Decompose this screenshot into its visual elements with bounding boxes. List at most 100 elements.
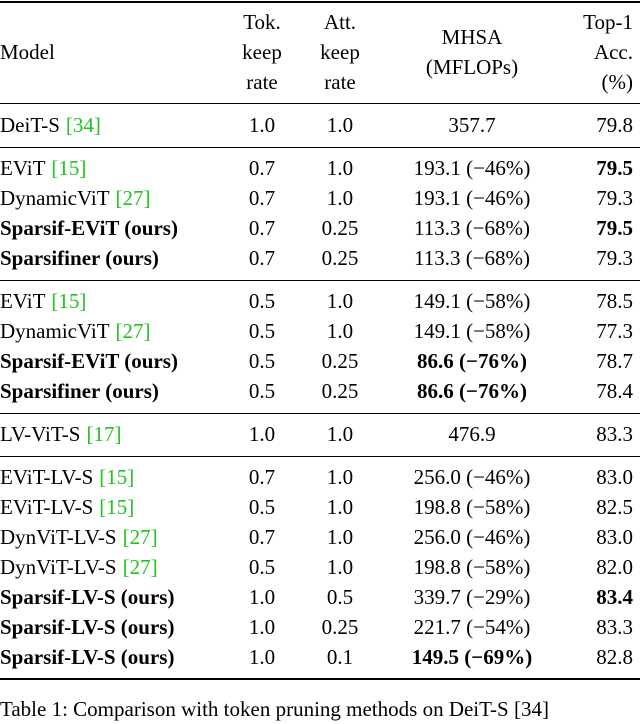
att-cell: 1.0 <box>326 156 354 180</box>
acc-cell: 78.7 <box>596 349 633 373</box>
header-cell: Tok. <box>243 10 281 34</box>
acc-cell: 83.3 <box>596 615 633 639</box>
model-cell: Sparsif-LV-S (ours) <box>0 642 174 672</box>
citation: [34] <box>65 113 101 137</box>
model-cell: EViT-LV-S [15] <box>0 492 134 522</box>
header-cell: Top-1 <box>583 10 633 34</box>
header-cell: (%) <box>601 70 633 94</box>
tok-cell: 0.5 <box>248 319 276 343</box>
mhsa-cell: 193.1 (−46%) <box>413 186 531 210</box>
acc-cell: 78.4 <box>596 379 633 403</box>
acc-cell: 83.0 <box>596 525 633 549</box>
model-name: Sparsif-EViT (ours) <box>0 349 178 373</box>
att-cell: 1.0 <box>326 113 354 137</box>
model-name: DynamicViT <box>0 319 110 343</box>
tok-cell: 1.0 <box>248 645 276 669</box>
model-cell: Sparsif-LV-S (ours) <box>0 612 174 642</box>
model-name: EViT <box>0 289 46 313</box>
mhsa-cell: 149.1 (−58%) <box>413 319 531 343</box>
mhsa-cell: 149.5 (−69%) <box>411 645 533 669</box>
acc-cell: 79.8 <box>596 113 633 137</box>
mhsa-cell: 221.7 (−54%) <box>413 615 531 639</box>
model-name: DynViT-LV-S <box>0 525 117 549</box>
att-cell: 0.25 <box>321 216 359 240</box>
mhsa-cell: 86.6 (−76%) <box>417 349 527 373</box>
att-cell: 1.0 <box>326 525 354 549</box>
citation: [27] <box>122 525 158 549</box>
header-cell: rate <box>324 70 356 94</box>
header-cell: keep <box>242 40 282 64</box>
att-cell: 1.0 <box>326 422 354 446</box>
att-cell: 1.0 <box>326 186 354 210</box>
model-name: DynViT-LV-S <box>0 555 117 579</box>
rule <box>0 1 640 3</box>
mhsa-cell: 198.8 (−58%) <box>413 555 531 579</box>
model-name: EViT <box>0 156 46 180</box>
tok-cell: 0.5 <box>248 379 276 403</box>
model-cell: DeiT-S [34] <box>0 110 101 140</box>
att-cell: 0.25 <box>321 615 359 639</box>
mhsa-cell: 256.0 (−46%) <box>413 465 531 489</box>
model-name: EViT-LV-S <box>0 495 94 519</box>
mhsa-cell: 113.3 (−68%) <box>413 216 531 240</box>
header-cell: Att. <box>323 10 357 34</box>
acc-cell: 83.4 <box>596 585 633 609</box>
model-cell: LV-ViT-S [17] <box>0 419 121 449</box>
model-name: LV-ViT-S <box>0 422 81 446</box>
model-cell: EViT-LV-S [15] <box>0 462 134 492</box>
acc-cell: 83.0 <box>596 465 633 489</box>
mhsa-cell: 339.7 (−29%) <box>413 585 531 609</box>
mhsa-cell: 357.7 <box>448 113 496 137</box>
model-name: Sparsifiner (ours) <box>0 246 159 270</box>
model-cell: DynViT-LV-S [27] <box>0 552 158 582</box>
model-cell: Sparsif-EViT (ours) <box>0 346 178 376</box>
model-name: Sparsifiner (ours) <box>0 379 159 403</box>
model-cell: DynViT-LV-S [27] <box>0 522 158 552</box>
model-name: Sparsif-LV-S (ours) <box>0 615 175 639</box>
model-name: EViT-LV-S <box>0 465 94 489</box>
model-cell: EViT [15] <box>0 286 86 316</box>
tok-cell: 0.7 <box>248 156 276 180</box>
att-cell: 0.1 <box>326 645 354 669</box>
mhsa-cell: 198.8 (−58%) <box>413 495 531 519</box>
model-cell: Sparsifiner (ours) <box>0 376 159 406</box>
header-cell: rate <box>246 70 278 94</box>
header-cell: MHSA <box>441 25 503 49</box>
att-cell: 0.25 <box>321 349 359 373</box>
acc-cell: 79.3 <box>596 186 633 210</box>
att-cell: 1.0 <box>326 555 354 579</box>
acc-cell: 79.5 <box>596 216 633 240</box>
tok-cell: 1.0 <box>248 615 276 639</box>
model-cell: DynamicViT [27] <box>0 183 151 213</box>
citation: [15] <box>99 495 135 519</box>
header-cell: keep <box>320 40 360 64</box>
tok-cell: 0.7 <box>248 525 276 549</box>
att-cell: 0.25 <box>321 246 359 270</box>
tok-cell: 0.7 <box>248 246 276 270</box>
acc-cell: 77.3 <box>596 319 633 343</box>
att-cell: 1.0 <box>326 465 354 489</box>
att-cell: 0.25 <box>321 379 359 403</box>
citation: [15] <box>51 156 87 180</box>
citation: [15] <box>99 465 135 489</box>
model-cell: Sparsifiner (ours) <box>0 243 159 273</box>
rule <box>0 280 640 281</box>
model-name: DeiT-S <box>0 113 60 137</box>
model-name: Sparsif-EViT (ours) <box>0 216 178 240</box>
citation: [15] <box>51 289 87 313</box>
mhsa-cell: 256.0 (−46%) <box>413 525 531 549</box>
rule <box>0 678 640 680</box>
model-name: DynamicViT <box>0 186 110 210</box>
tok-cell: 0.5 <box>248 555 276 579</box>
tok-cell: 0.7 <box>248 186 276 210</box>
att-cell: 0.5 <box>326 585 354 609</box>
tok-cell: 0.7 <box>248 216 276 240</box>
citation: [17] <box>86 422 122 446</box>
acc-cell: 78.5 <box>596 289 633 313</box>
acc-cell: 82.0 <box>596 555 633 579</box>
mhsa-cell: 193.1 (−46%) <box>413 156 531 180</box>
caption: Table 1: Comparison with token pruning m… <box>0 697 549 721</box>
header-cell: Model <box>0 40 55 64</box>
model-cell: Sparsif-EViT (ours) <box>0 213 178 243</box>
